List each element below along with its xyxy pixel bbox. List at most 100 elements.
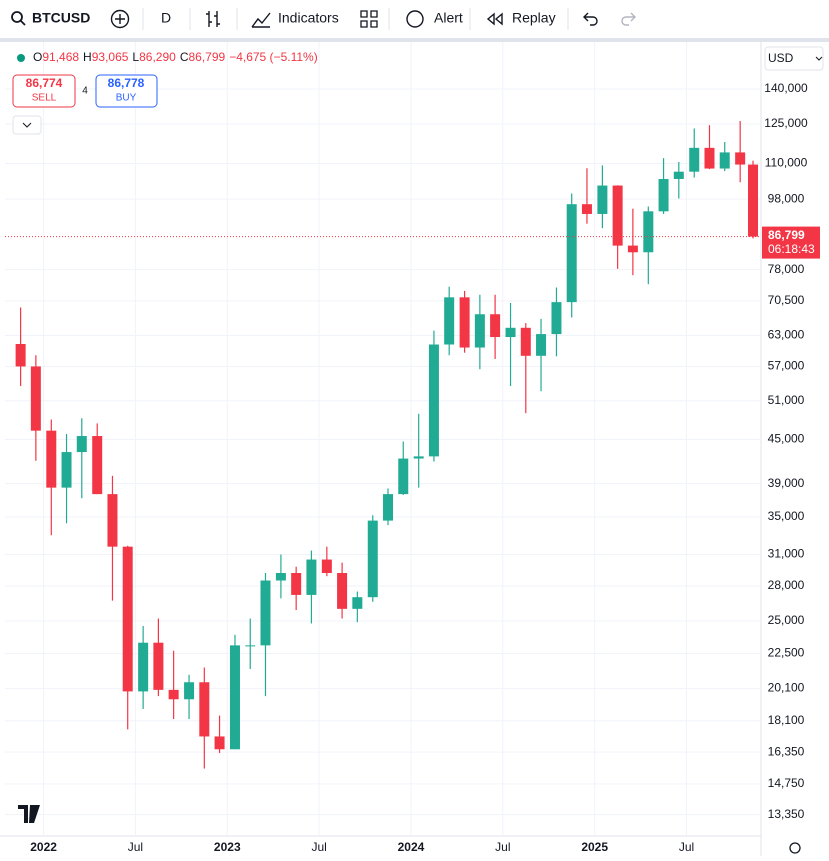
y-tick-label: 18,100 <box>768 713 805 727</box>
sell-button[interactable] <box>12 74 76 108</box>
y-tick-label: 22,500 <box>768 646 805 660</box>
plus-icon <box>115 14 125 24</box>
y-tick-label: 14,750 <box>768 776 805 790</box>
candle-body <box>643 211 654 253</box>
alert-button[interactable]: Alert <box>434 10 463 26</box>
buy-price: 86,778 <box>108 76 145 90</box>
candle-body <box>30 366 41 431</box>
candle-body <box>474 314 485 348</box>
legend-item: L <box>132 50 139 64</box>
redo-button[interactable] <box>621 12 636 26</box>
candle-body <box>291 573 302 595</box>
undo-button[interactable] <box>583 12 598 26</box>
y-tick-label: 28,000 <box>768 578 805 592</box>
chevron <box>22 122 32 128</box>
candle-body <box>551 302 562 335</box>
candle-body <box>735 152 746 165</box>
x-tick-label: 2022 <box>30 840 57 854</box>
toolbar: BTCUSD D Indicators Alert Replay <box>11 8 636 30</box>
y-tick-label: 16,350 <box>768 744 805 758</box>
candle-body <box>184 682 195 700</box>
legend-item: 86,290 <box>139 50 176 64</box>
candle-body <box>367 520 378 598</box>
buy-label: BUY <box>116 93 137 104</box>
replay-button[interactable]: Replay <box>512 10 556 26</box>
replay-icon <box>486 12 503 26</box>
candle-body <box>627 245 638 253</box>
candle-body <box>153 642 164 690</box>
candle-body <box>92 436 103 495</box>
panel-border <box>0 38 829 42</box>
candle-body <box>597 185 608 214</box>
candle-body <box>566 204 577 303</box>
indicators-button[interactable]: Indicators <box>278 10 339 26</box>
candle-body <box>352 597 363 609</box>
x-tick-label: Jul <box>679 840 694 854</box>
candle-body <box>428 344 439 457</box>
spread: 4 <box>82 86 88 97</box>
indicators-icon <box>251 12 271 28</box>
search-icon[interactable] <box>11 11 23 23</box>
y-tick-label: 20,100 <box>768 680 805 694</box>
chart-type-button[interactable] <box>206 11 220 27</box>
candle-body <box>413 456 424 459</box>
layout-button[interactable] <box>360 10 378 28</box>
candles <box>15 121 759 769</box>
overlay: O91,468 H93,065 L86,290 C86,799 −4,675 (−5.1… <box>5 46 824 854</box>
candle-body <box>704 147 715 169</box>
x-tick-label: 2025 <box>581 840 608 854</box>
interval[interactable]: D <box>161 10 171 26</box>
sell-price: 86,774 <box>26 76 63 90</box>
candle-body <box>321 559 332 574</box>
y-tick-label: 25,000 <box>768 613 805 627</box>
status-dot <box>17 54 25 62</box>
legend-item: 91,468 <box>42 50 79 64</box>
y-tick-label: 31,000 <box>768 547 805 561</box>
y-tick-label: 57,000 <box>768 359 805 373</box>
settings-button[interactable] <box>789 842 801 854</box>
y-tick-label: 51,000 <box>768 393 805 407</box>
x-tick-label: Jul <box>495 840 510 854</box>
y-tick-label: 35,000 <box>768 509 805 523</box>
search-icon <box>20 20 26 26</box>
candle-body <box>229 645 240 750</box>
y-tick-label: 98,000 <box>768 191 805 205</box>
candle-body <box>612 185 623 246</box>
x-tick-label: 2023 <box>214 840 241 854</box>
candle-body <box>689 147 700 172</box>
legend-item: O <box>33 50 42 64</box>
candle-body <box>337 573 348 609</box>
y-tick-label: 13,350 <box>768 807 805 821</box>
candle-body <box>383 494 394 521</box>
x-tick-label: Jul <box>311 840 326 854</box>
candle-body <box>673 171 684 179</box>
legend-item: C <box>180 50 189 64</box>
y-tick-label: 140,000 <box>764 81 808 95</box>
y-tick-label: 110,000 <box>765 156 808 170</box>
logo <box>18 805 40 823</box>
symbol[interactable]: BTCUSD <box>32 10 90 26</box>
candle-body <box>459 297 470 348</box>
x-tick-label: Jul <box>128 840 143 854</box>
alert-icon <box>406 10 424 28</box>
currency-button[interactable] <box>764 46 824 71</box>
collapse-button[interactable] <box>12 115 42 135</box>
compare-button[interactable] <box>110 9 130 29</box>
candle-body <box>658 178 669 212</box>
last-price-label: 86,799 <box>768 228 805 242</box>
candle-body <box>214 736 225 750</box>
grid <box>5 42 760 835</box>
candle-body <box>122 546 133 692</box>
legend-item: H <box>83 50 92 64</box>
currency: USD <box>768 51 794 65</box>
y-tick-label: 45,000 <box>768 432 805 446</box>
y-tick-label: 125,000 <box>764 116 808 130</box>
candle-body <box>199 682 210 737</box>
legend-item: −4,675 (−5.11%) <box>229 50 318 64</box>
candle-body <box>490 314 501 338</box>
candle-body <box>505 327 516 338</box>
chevron <box>815 56 823 61</box>
buy-button[interactable] <box>95 74 158 108</box>
candle-body <box>46 430 57 488</box>
